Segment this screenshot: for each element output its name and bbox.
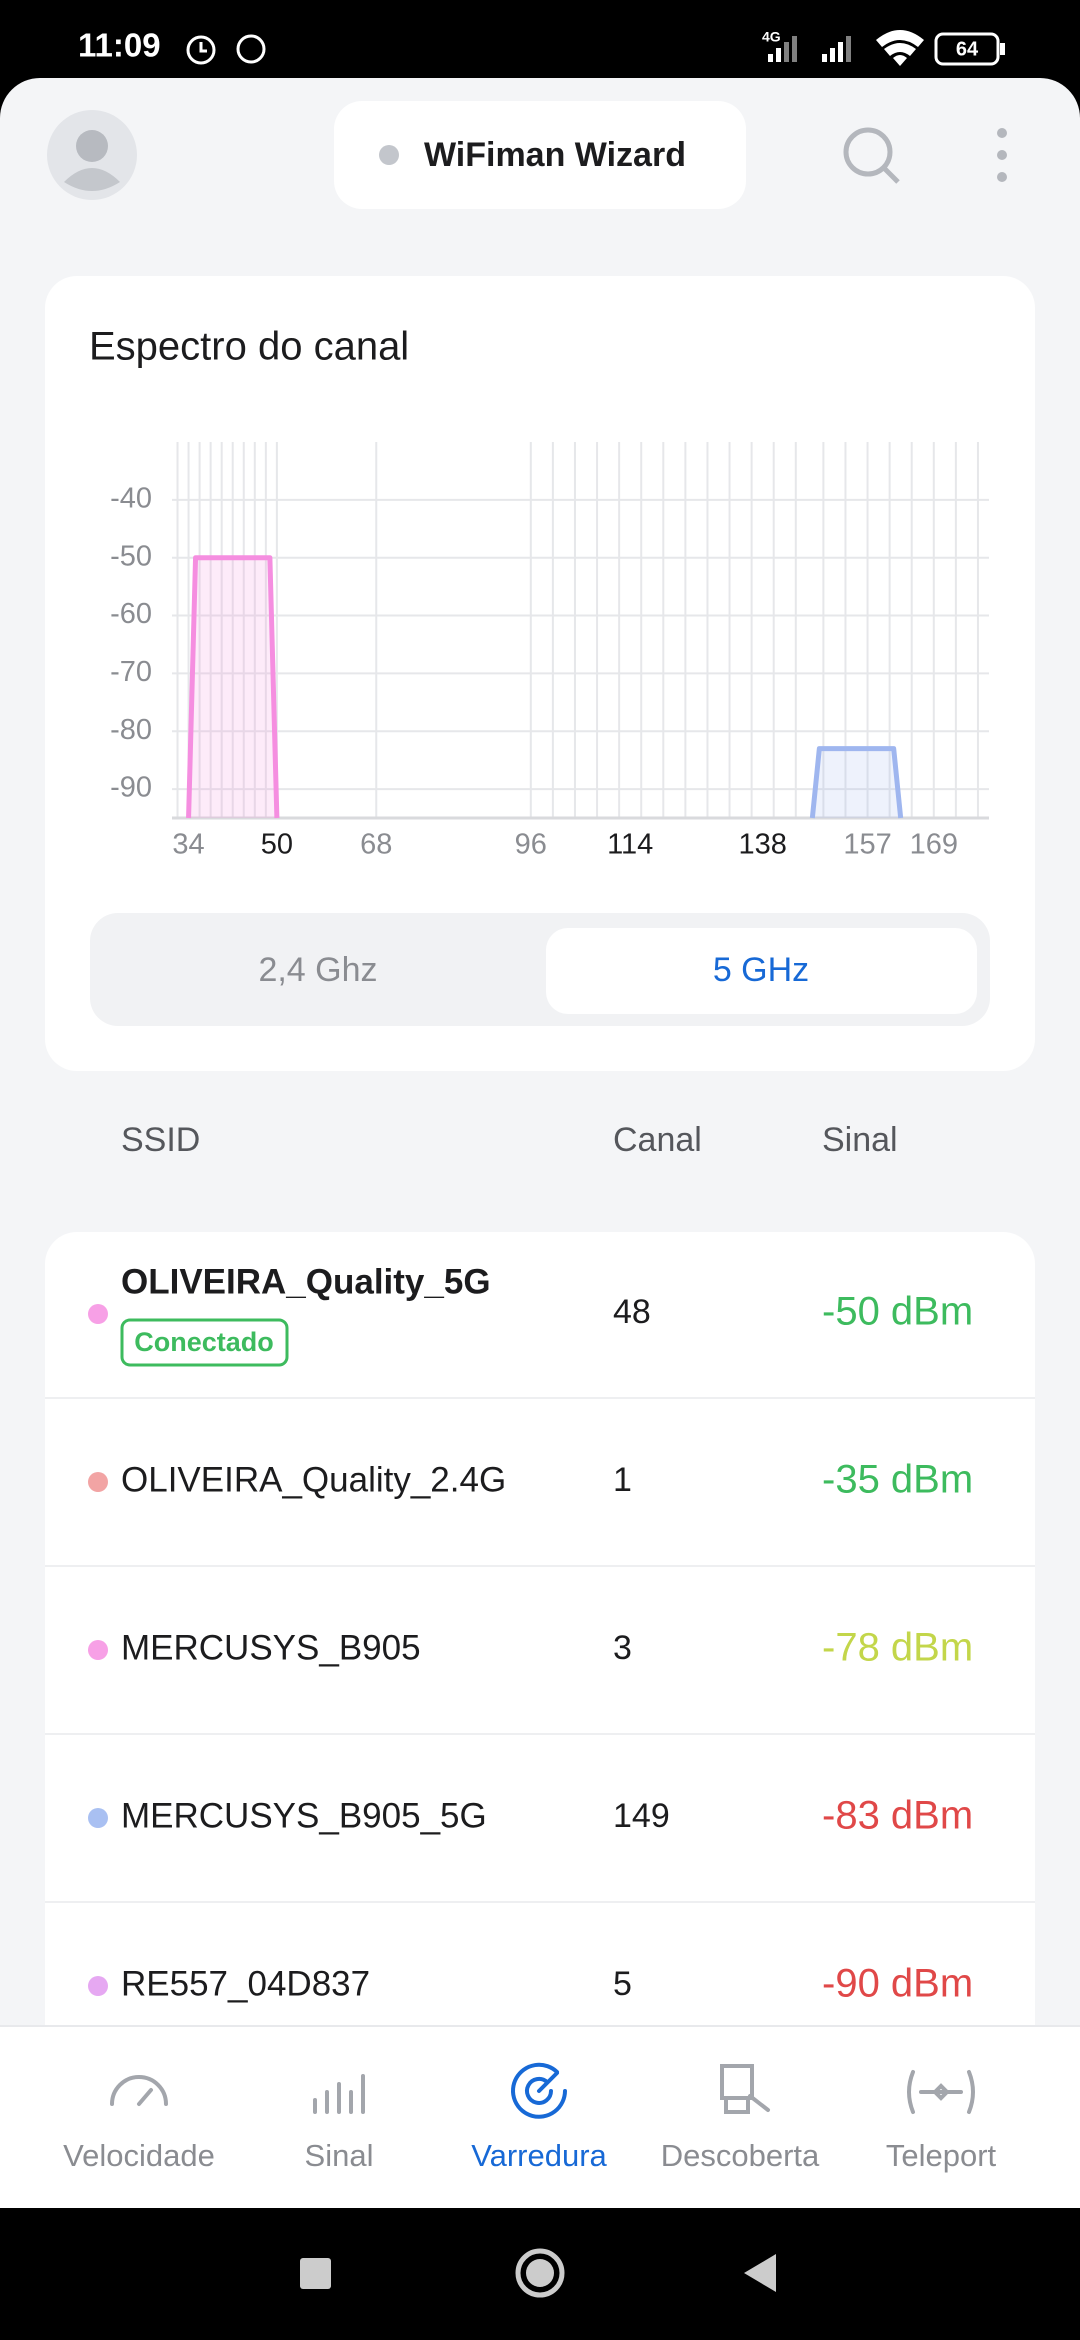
network-dot bbox=[88, 1304, 108, 1324]
network-dot bbox=[88, 1976, 108, 1996]
wizard-dot bbox=[379, 145, 399, 165]
x-tick-label: 157 bbox=[843, 829, 891, 861]
nav-items: Velocidade Sinal Varredura Descoberta Telepo… bbox=[63, 2062, 997, 2173]
toggle-option[interactable]: 2,4 Ghz bbox=[258, 951, 377, 989]
connected-badge bbox=[120, 1318, 289, 1367]
network-ssid[interactable]: OLIVEIRA_Quality_2.4G bbox=[121, 1460, 506, 1499]
nav-icon[interactable] bbox=[511, 2062, 567, 2119]
band-area bbox=[186, 555, 280, 819]
signal-icons bbox=[768, 30, 924, 66]
y-tick-label: -80 bbox=[110, 714, 152, 746]
nav-label[interactable]: Teleport bbox=[886, 2138, 997, 2173]
battery-tip bbox=[1000, 43, 1005, 55]
wizard-title: WiFiman Wizard bbox=[424, 136, 686, 174]
y-tick-label: -90 bbox=[110, 772, 152, 804]
nav-label[interactable]: Varredura bbox=[471, 2138, 607, 2173]
spectrum-chart: -40 -50 -60 -70 -80 -90 34 50 68 96 114 138 157 169 bbox=[110, 442, 989, 861]
avatar-head bbox=[76, 130, 108, 162]
nav-label[interactable]: Velocidade bbox=[63, 2138, 215, 2173]
table-header: SSID Canal Sinal bbox=[121, 1121, 898, 1159]
band-area bbox=[809, 746, 904, 819]
network-dot bbox=[88, 1808, 108, 1828]
network-signal: -78 dBm bbox=[822, 1626, 973, 1670]
back-button[interactable] bbox=[744, 2254, 776, 2292]
x-tick-label: 34 bbox=[172, 829, 204, 861]
network-dot bbox=[88, 1472, 108, 1492]
wizard-pill[interactable] bbox=[334, 101, 746, 209]
y-tick-label: -50 bbox=[110, 540, 152, 572]
nav-icon[interactable] bbox=[907, 2070, 975, 2114]
battery-level: 64 bbox=[956, 38, 979, 60]
nav-icon[interactable] bbox=[720, 2064, 770, 2114]
x-tick-label: 50 bbox=[261, 829, 293, 861]
recents-button[interactable] bbox=[300, 2258, 331, 2289]
column-header: Sinal bbox=[822, 1121, 898, 1159]
connected-badge-label: Conectado bbox=[134, 1327, 274, 1357]
network-dot bbox=[88, 1640, 108, 1660]
x-tick-label: 114 bbox=[607, 829, 653, 861]
network-channel: 48 bbox=[613, 1293, 651, 1331]
nav-icon[interactable] bbox=[313, 2074, 365, 2114]
x-tick-label: 68 bbox=[360, 829, 392, 861]
home-button-inner bbox=[526, 2259, 554, 2287]
status-icons bbox=[186, 34, 266, 65]
status-time: 11:09 bbox=[78, 27, 161, 64]
column-header: SSID bbox=[121, 1121, 200, 1159]
y-tick-label: -40 bbox=[110, 483, 152, 515]
network-channel: 1 bbox=[613, 1461, 632, 1499]
network-ssid[interactable]: MERCUSYS_B905 bbox=[121, 1628, 421, 1667]
network-signal: -50 dBm bbox=[822, 1290, 973, 1334]
column-header: Canal bbox=[613, 1121, 702, 1159]
network-rows: OLIVEIRA_Quality_5G Conectado 48 -50 dBm OLI… bbox=[45, 1262, 1035, 2006]
network-ssid[interactable]: OLIVEIRA_Quality_5G bbox=[121, 1262, 491, 1301]
x-tick-label: 169 bbox=[910, 829, 958, 861]
toggle-selected[interactable] bbox=[546, 928, 977, 1014]
network-channel: 3 bbox=[613, 1629, 632, 1667]
search-icon[interactable] bbox=[843, 127, 900, 184]
menu-icon[interactable] bbox=[997, 128, 1007, 182]
avatar-body bbox=[64, 168, 120, 191]
network-channel: 5 bbox=[613, 1965, 632, 2003]
home-button[interactable] bbox=[515, 2248, 565, 2298]
battery bbox=[934, 32, 1000, 66]
status-network: 4G bbox=[762, 29, 781, 45]
band-toggle-options: 2,4 Ghz 5 GHz bbox=[258, 928, 977, 1014]
network-list bbox=[45, 1232, 1035, 2132]
network-signal: -35 dBm bbox=[822, 1458, 973, 1502]
nav-label[interactable]: Sinal bbox=[305, 2138, 374, 2173]
y-tick-label: -70 bbox=[110, 656, 152, 688]
x-tick-label: 96 bbox=[515, 829, 547, 861]
nav-icon[interactable] bbox=[110, 2075, 168, 2106]
network-channel: 149 bbox=[613, 1797, 670, 1835]
spectrum-title: Espectro do canal bbox=[89, 325, 409, 369]
nav-label[interactable]: Descoberta bbox=[661, 2138, 820, 2173]
network-signal: -83 dBm bbox=[822, 1794, 973, 1838]
toggle-option[interactable]: 5 GHz bbox=[713, 951, 809, 989]
network-ssid[interactable]: MERCUSYS_B905_5G bbox=[121, 1796, 487, 1835]
network-signal: -90 dBm bbox=[822, 1962, 973, 2006]
x-tick-label: 138 bbox=[738, 829, 786, 861]
y-tick-label: -60 bbox=[110, 598, 152, 630]
network-ssid[interactable]: RE557_04D837 bbox=[121, 1964, 370, 2003]
